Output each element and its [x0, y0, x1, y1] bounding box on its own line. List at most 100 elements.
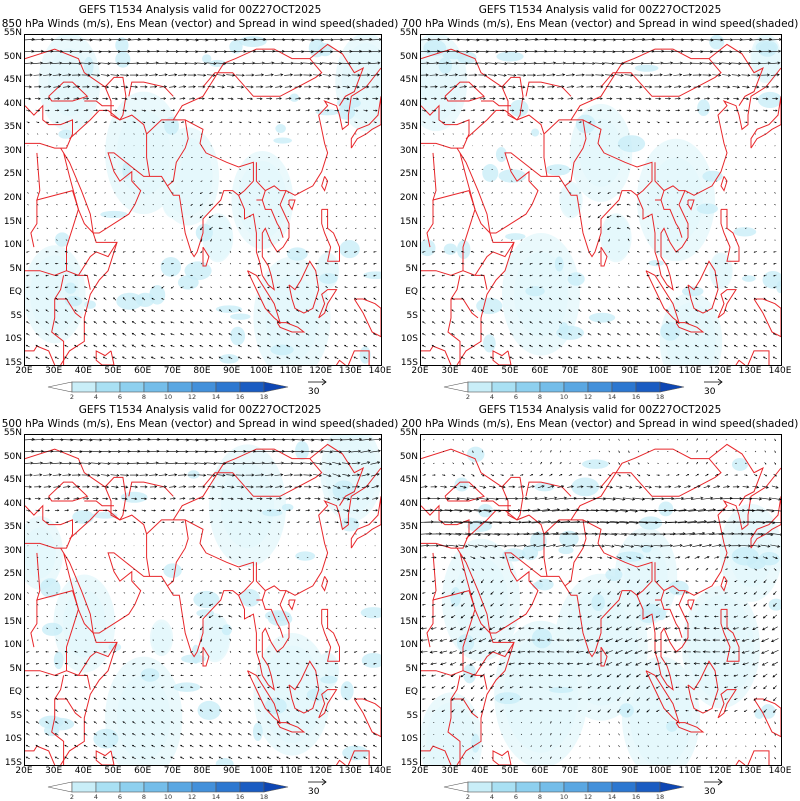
longitude-label: 30E — [435, 366, 465, 376]
latitude-label: 5N — [0, 264, 22, 274]
wind-vector — [105, 134, 106, 135]
wind-vector — [162, 534, 163, 535]
wind-vector — [774, 228, 775, 229]
wind-vector — [47, 216, 48, 217]
wind-vector — [288, 157, 289, 158]
wind-vector — [153, 534, 154, 535]
wind-vector — [355, 581, 356, 582]
wind-vector-head — [133, 275, 134, 276]
wind-vector — [239, 663, 241, 664]
wind-vector — [163, 228, 164, 229]
wind-vector — [268, 557, 269, 558]
coastline — [31, 600, 37, 647]
wind-vector — [443, 216, 444, 217]
wind-vector — [482, 204, 483, 205]
wind-vector — [181, 581, 183, 582]
wind-vector — [249, 581, 251, 582]
panel-title-line2: 850 hPa Winds (m/s), Ens Mean (vector) a… — [0, 18, 400, 31]
wind-vector — [47, 640, 48, 641]
wind-vector — [114, 640, 115, 641]
wind-vector — [765, 216, 766, 217]
wind-vector — [599, 263, 600, 264]
wind-vector — [540, 181, 541, 182]
wind-vector — [511, 157, 512, 158]
wind-vector — [521, 181, 522, 182]
wind-vector — [667, 134, 668, 135]
wind-vector — [143, 263, 145, 264]
wind-vector — [326, 534, 327, 535]
wind-vector — [124, 640, 125, 641]
wind-vector — [114, 581, 115, 582]
colorbar-segment — [636, 382, 660, 392]
wind-vector — [355, 193, 356, 194]
wind-vector — [201, 663, 202, 664]
latitude-label: 15N — [396, 217, 418, 227]
spread-area — [199, 613, 230, 662]
wind-vector — [297, 569, 298, 570]
wind-vector — [531, 181, 532, 182]
wind-vector — [124, 228, 125, 229]
spread-area — [275, 124, 286, 133]
coastline — [421, 271, 463, 276]
wind-vector — [76, 181, 77, 182]
longitude-label: 140E — [765, 366, 795, 376]
colorbar-segment — [144, 382, 168, 392]
wind-vector — [550, 228, 551, 229]
wind-vector — [104, 204, 105, 205]
wind-vector — [211, 534, 212, 535]
spread-area — [173, 682, 200, 692]
coastline — [466, 110, 547, 176]
spread-area — [282, 504, 294, 511]
wind-vector — [492, 216, 493, 217]
colorbar-segment — [612, 382, 636, 392]
wind-vector — [56, 228, 57, 229]
coastline — [173, 49, 321, 120]
wind-vector — [56, 157, 57, 158]
coastline — [25, 746, 55, 765]
coastline — [328, 360, 346, 365]
wind-vector — [124, 240, 125, 241]
wind-vector — [220, 134, 221, 135]
spread-area — [702, 171, 722, 182]
spread-area — [253, 723, 263, 741]
wind-vector — [114, 228, 115, 229]
coastline — [354, 299, 381, 337]
wind-vector — [153, 216, 154, 217]
wind-vector — [735, 157, 736, 158]
spread-area — [287, 247, 308, 260]
wind-vector — [307, 592, 308, 593]
wind-vector — [540, 193, 541, 194]
wind-vector — [638, 263, 640, 264]
reference-vector-arrow — [306, 377, 330, 387]
spread-area — [150, 619, 173, 656]
spread-area — [209, 444, 286, 567]
wind-vector — [95, 193, 96, 194]
spread-area — [362, 653, 381, 668]
latitude-label: 5S — [396, 311, 418, 321]
colorbar-segment — [192, 382, 216, 392]
wind-vector — [541, 134, 542, 135]
latitude-label: 55N — [396, 28, 418, 38]
wind-vector — [336, 169, 337, 170]
wind-vector — [765, 192, 766, 193]
spread-area — [341, 681, 354, 700]
wind-vector — [317, 616, 318, 617]
wind-vector — [355, 240, 356, 241]
panel-title-line1: GEFS T1534 Analysis valid for 00Z27OCT20… — [0, 4, 400, 17]
wind-vector — [716, 204, 717, 205]
wind-vector — [423, 181, 424, 182]
wind-vector — [191, 239, 192, 240]
wind-vector — [220, 287, 222, 288]
wind-vector — [374, 204, 375, 205]
coastline — [328, 760, 346, 765]
wind-vector — [570, 240, 571, 241]
wind-vector — [278, 134, 279, 135]
wind-vector — [550, 216, 551, 217]
panel-title-line2: 700 hPa Winds (m/s), Ens Mean (vector) a… — [400, 18, 800, 31]
wind-vector — [424, 134, 425, 135]
wind-vector — [66, 228, 67, 229]
wind-vector — [716, 193, 717, 194]
wind-vector — [76, 193, 77, 194]
panel-title-line2: 500 hPa Winds (m/s), Ens Mean (vector) a… — [0, 418, 400, 431]
wind-vector — [638, 239, 639, 241]
